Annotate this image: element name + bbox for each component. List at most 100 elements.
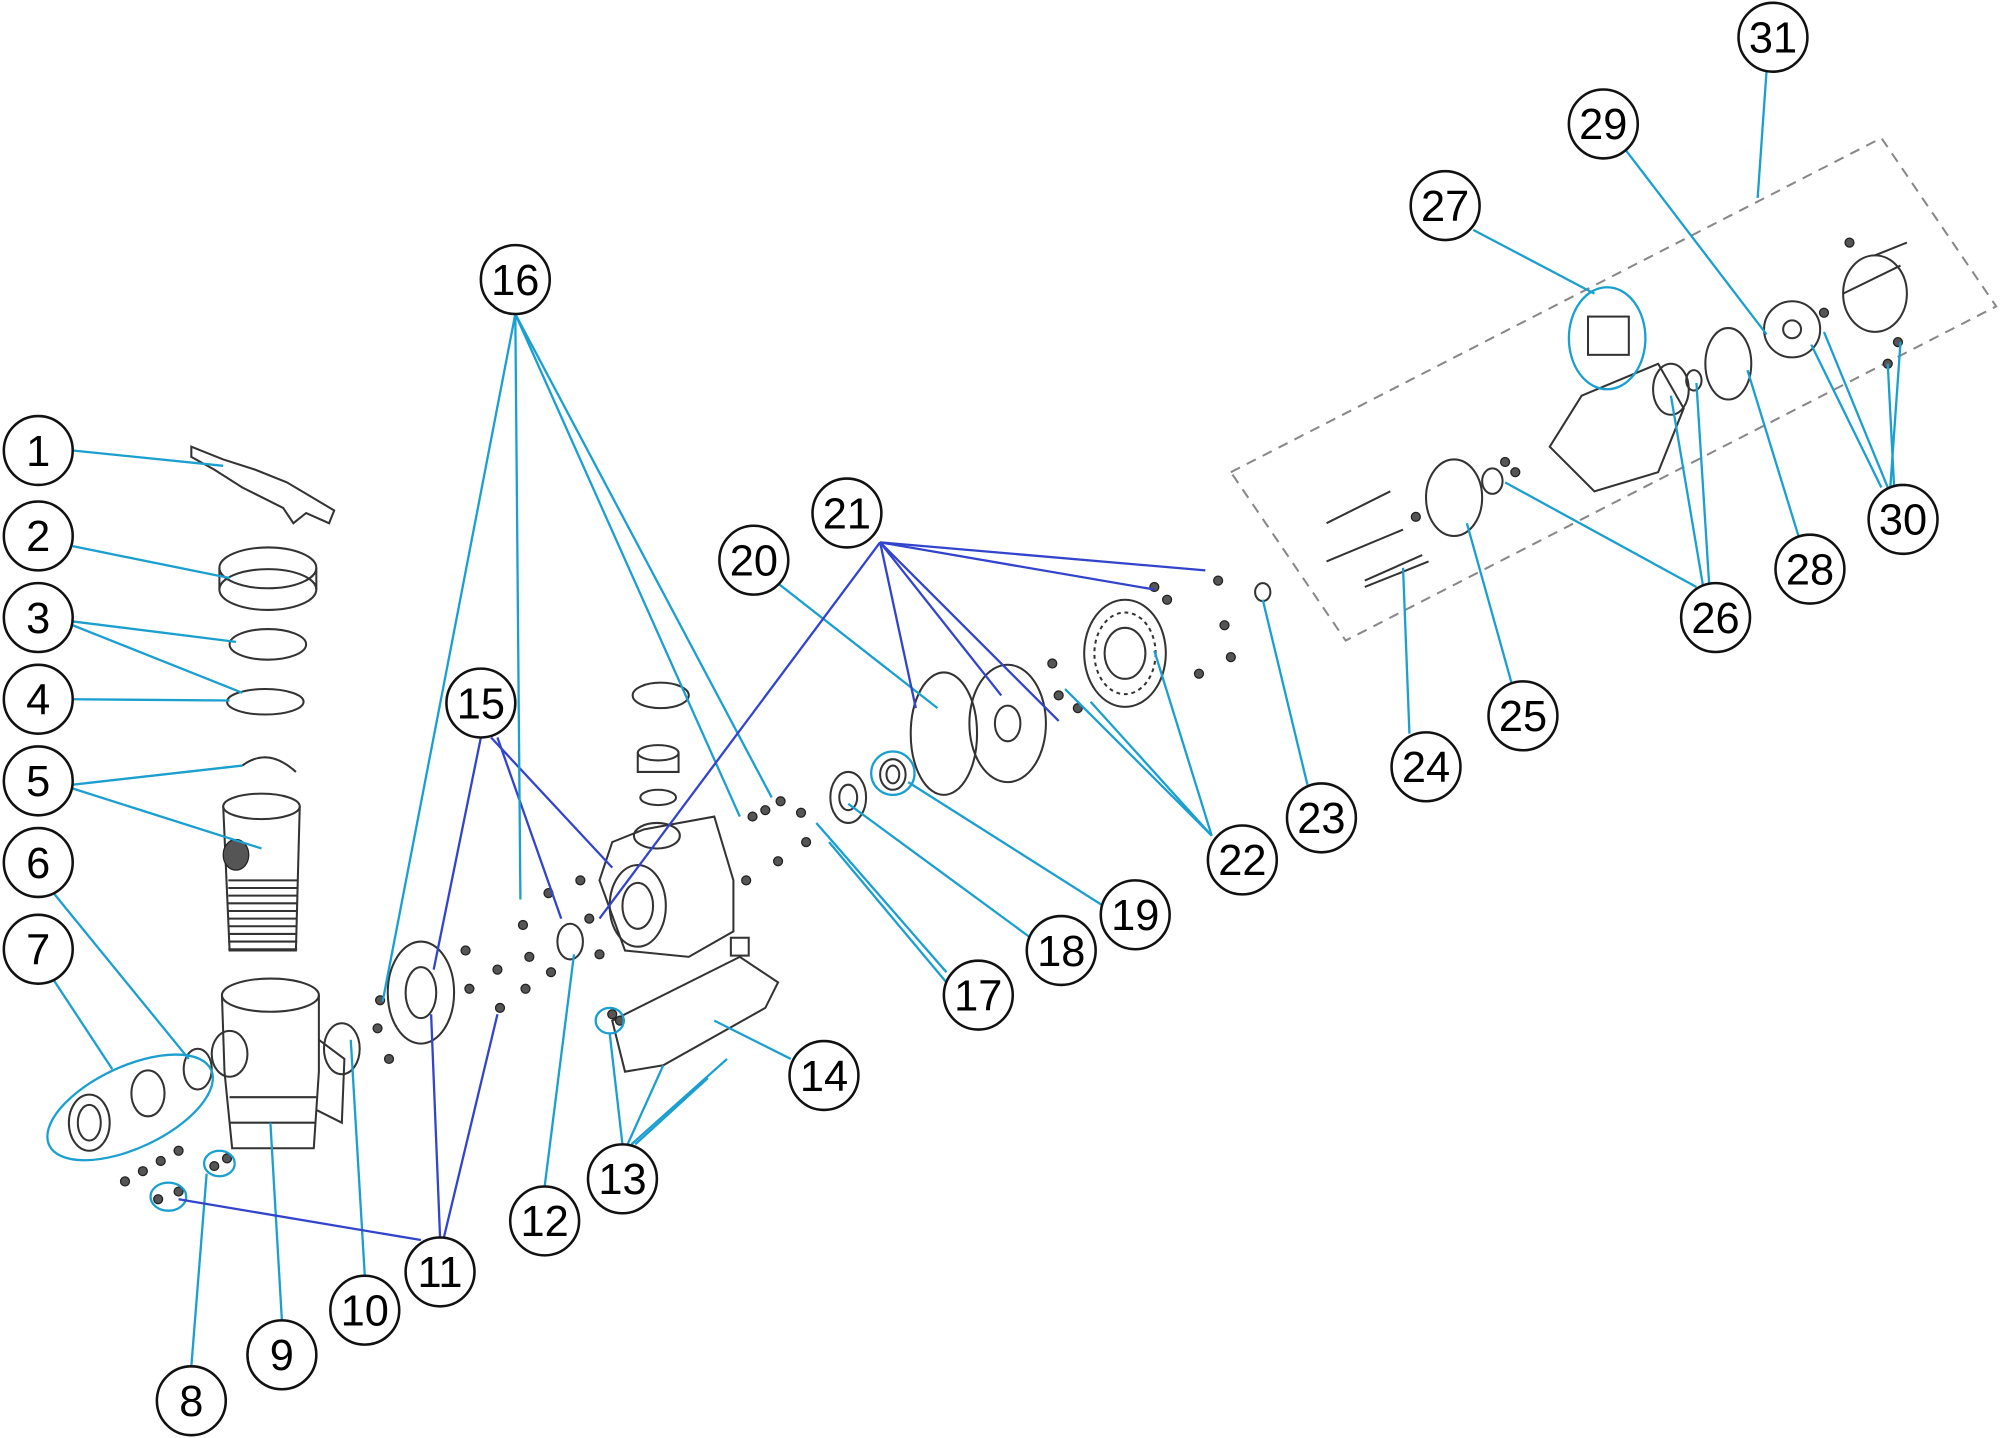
callout-circle (942, 959, 1015, 1031)
callout-number: 21 (823, 490, 871, 538)
callout-number: 15 (457, 680, 505, 728)
callout-number: 17 (954, 972, 1002, 1020)
callout-number: 29 (1579, 101, 1627, 149)
leader-line-21 (598, 541, 882, 920)
leader-line-31 (1756, 70, 1768, 199)
callout-circle (2, 414, 74, 487)
part-lid-nut (218, 546, 318, 611)
bolt-icon (137, 1166, 148, 1177)
callout-circle (1487, 680, 1559, 752)
leader-line-13 (630, 1058, 728, 1146)
callout-19: 19 (1099, 879, 1171, 951)
leader-line-17 (815, 822, 948, 973)
leader-line-15 (432, 737, 482, 970)
leader-line-13 (634, 1077, 709, 1146)
highlight-ellipse-group-8 (202, 1149, 236, 1178)
callout-circle (1409, 169, 1481, 242)
callout-number: 23 (1297, 795, 1345, 843)
callout-4: 4 (2, 663, 74, 735)
callout-18: 18 (1025, 914, 1097, 987)
callout-circle (1285, 782, 1358, 854)
leader-line-17 (828, 841, 948, 984)
part-o-ring-rear (1685, 369, 1703, 392)
part-bolts (119, 237, 1904, 1205)
leader-line-6 (52, 892, 190, 1060)
leader-line-9 (269, 1122, 284, 1321)
bolt-icon (575, 875, 586, 886)
leader-line-29 (1625, 150, 1768, 336)
part-flange (386, 940, 456, 1045)
leader-line-13 (626, 1064, 665, 1145)
bolt-icon (1072, 703, 1083, 714)
callout-number: 6 (26, 840, 50, 888)
callout-number: 30 (1879, 497, 1927, 545)
part-lid-handle (190, 445, 336, 525)
callout-number: 20 (730, 537, 778, 585)
part-diffuser (829, 770, 868, 824)
callout-circle (155, 1365, 228, 1437)
callout-circle (479, 243, 552, 316)
bolt-icon (545, 967, 557, 978)
callout-8: 8 (155, 1365, 228, 1437)
callout-circle (329, 1274, 401, 1346)
callout-number: 7 (26, 927, 50, 975)
leader-line-16 (514, 313, 773, 798)
callout-circle (2, 663, 74, 735)
callout-12: 12 (508, 1185, 581, 1257)
callout-17: 17 (942, 959, 1015, 1031)
callout-30: 30 (1867, 483, 1939, 556)
callout-number: 31 (1749, 15, 1797, 63)
callout-number: 11 (418, 1249, 463, 1297)
leader-line-22 (1153, 650, 1213, 837)
callout-circle (2, 826, 74, 899)
part-o-ring-flange (322, 1022, 361, 1076)
leader-line-27 (1472, 228, 1595, 295)
callout-7: 7 (2, 913, 74, 985)
highlight-ellipse-group-11 (149, 1181, 188, 1212)
callout-number: 28 (1786, 546, 1834, 594)
callout-labels: 1234567891011121314151617181920212223242… (2, 1, 1939, 1437)
bolt-icon (464, 983, 475, 994)
leader-line-22 (1064, 688, 1213, 837)
leader-line-30 (1822, 331, 1889, 488)
bolt-icon (383, 1053, 395, 1065)
bolt-icon (1225, 652, 1236, 663)
callout-14: 14 (788, 1039, 860, 1112)
leader-line-5 (72, 787, 262, 850)
callout-21: 21 (811, 477, 883, 549)
callout-number: 5 (26, 758, 50, 806)
bolt-icon (221, 1153, 233, 1164)
callout-25: 25 (1487, 680, 1559, 752)
bolt-icon (1053, 690, 1064, 701)
callout-circle (1099, 879, 1171, 951)
callout-29: 29 (1567, 88, 1640, 160)
bolt-icon (1510, 467, 1521, 478)
part-base (611, 955, 780, 1073)
callout-9: 9 (246, 1319, 318, 1391)
part-motor (1425, 315, 1690, 537)
part-o-ring-lid (226, 688, 305, 716)
callout-number: 12 (521, 1198, 569, 1246)
callout-number: 14 (800, 1053, 848, 1101)
bolt-icon (795, 807, 807, 818)
bolt-icon (747, 811, 758, 822)
callout-number: 26 (1691, 595, 1739, 643)
leader-line-26 (1669, 395, 1704, 585)
callout-number: 27 (1421, 183, 1469, 231)
callout-circle (1679, 581, 1752, 654)
leader-line-21 (879, 541, 1003, 697)
leader-line-16 (381, 313, 517, 1002)
bolt-icon (1410, 511, 1421, 522)
leader-lines (52, 70, 1902, 1367)
leader-line-10 (349, 1039, 366, 1276)
leader-line-28 (1746, 369, 1800, 537)
callout-number: 1 (26, 428, 50, 476)
callout-circle (1390, 731, 1462, 803)
highlight-ellipse-group-13 (594, 1006, 625, 1035)
part-seal-plate (968, 663, 1047, 784)
callout-circle (788, 1039, 860, 1112)
callout-circle (1025, 914, 1097, 987)
callout-13: 13 (586, 1143, 659, 1215)
callout-number: 13 (598, 1156, 646, 1204)
